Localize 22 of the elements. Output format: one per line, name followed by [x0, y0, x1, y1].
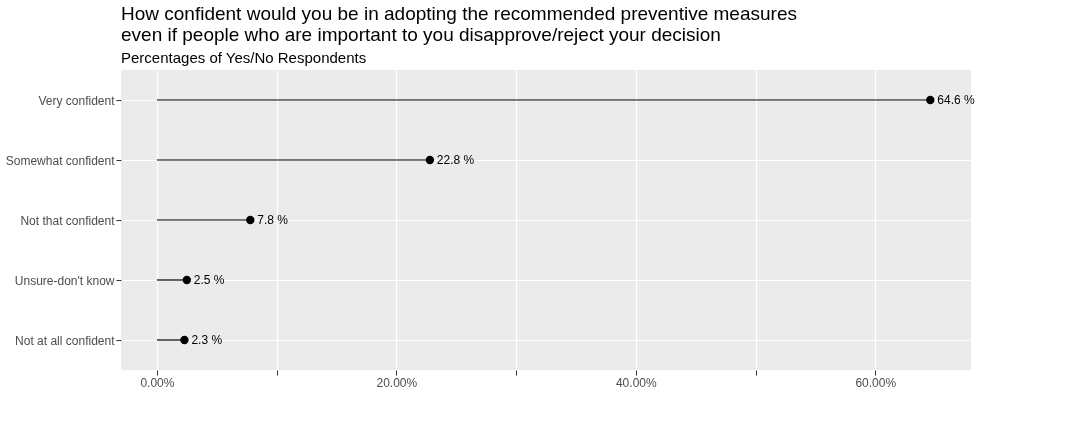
x-tick-label: 60.00% [855, 375, 897, 390]
data-label: 2.5 % [193, 273, 225, 287]
chart-subtitle: Percentages of Yes/No Respondents [121, 49, 367, 66]
point [926, 95, 935, 105]
point [180, 335, 189, 345]
point [246, 215, 255, 225]
data-label: 7.8 % [257, 213, 289, 227]
y-tick-label: Very confident [38, 93, 116, 108]
x-tick-label: 0.00% [140, 375, 175, 390]
y-tick-label: Not that confident [20, 213, 116, 228]
x-tick-label: 40.00% [615, 375, 657, 390]
text: even if people who are important to you disapprove/reject your decision [121, 24, 721, 45]
point [425, 155, 435, 165]
x-tick-label: 20.00% [376, 375, 418, 390]
y-tick-label: Somewhat confident [5, 153, 116, 168]
data-label: 22.8 % [436, 153, 475, 167]
y-tick-label: Unsure-don't know [14, 273, 115, 288]
y-tick-label: Not at all confident [15, 333, 116, 348]
data-label: 64.6 % [937, 93, 975, 107]
point [182, 275, 192, 285]
data-label: 2.3 % [191, 333, 223, 347]
text: How confident would you be in adopting the recommended preventive measures [121, 3, 797, 24]
